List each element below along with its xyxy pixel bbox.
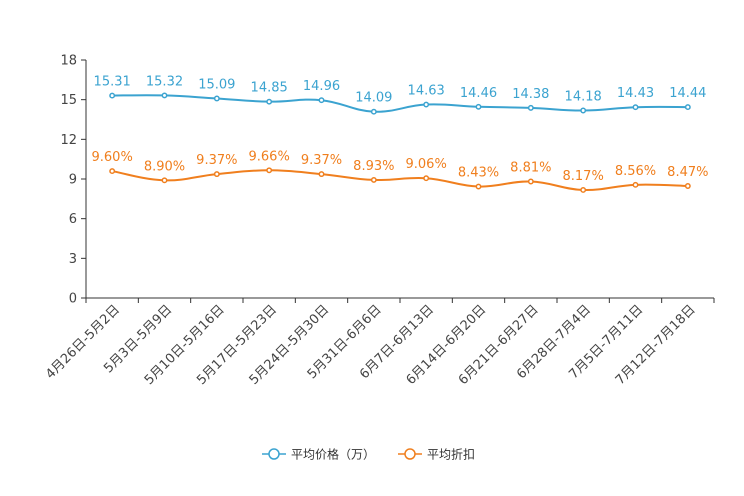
data-label: 14.44 [669, 86, 706, 101]
legend-item[interactable]: 平均价格（万） [262, 447, 375, 462]
data-label: 8.56% [615, 164, 656, 179]
data-point [266, 98, 273, 105]
data-point [632, 104, 639, 111]
data-label: 9.60% [92, 150, 133, 165]
data-label: 14.09 [355, 91, 392, 106]
data-point [632, 181, 639, 188]
legend-label: 平均折扣 [427, 447, 475, 462]
y-tick-label: 18 [60, 54, 77, 69]
data-label: 9.66% [249, 149, 290, 164]
series-layer: 15.31 15.32 15.09 14.85 14.96 14.09 14.63 14.46… [92, 74, 708, 193]
series-line [112, 94, 688, 113]
y-tick-label: 0 [69, 292, 77, 307]
data-label: 14.43 [617, 86, 654, 101]
series-1: 9.60% 8.90% 9.37% 9.66% 9.37% 8.93% 9.06% 8.43%… [92, 149, 708, 193]
data-point [109, 168, 116, 175]
data-label: 14.18 [565, 90, 602, 105]
data-label: 8.17% [563, 169, 604, 184]
data-point [161, 92, 168, 99]
data-label: 15.09 [198, 77, 235, 92]
data-point [475, 103, 482, 110]
data-point [370, 108, 377, 115]
data-point [684, 183, 691, 189]
data-label: 15.32 [146, 74, 183, 89]
y-axis: 0 3 6 9 12 15 18 [60, 54, 87, 307]
data-point [580, 107, 587, 114]
y-tick-label: 15 [60, 93, 77, 108]
data-point [580, 187, 587, 193]
legend: 平均价格（万） 平均折扣 [262, 447, 475, 462]
data-point [475, 183, 482, 190]
legend-marker-icon [404, 448, 416, 460]
y-tick-label: 12 [60, 133, 77, 148]
legend-item[interactable]: 平均折扣 [398, 447, 475, 462]
y-tick-label: 6 [69, 212, 77, 227]
data-label: 8.47% [667, 165, 708, 180]
data-label: 14.38 [512, 87, 549, 102]
series-line [111, 169, 688, 191]
data-label: 14.96 [303, 79, 340, 94]
legend-marker-icon [268, 448, 280, 460]
data-label: 14.46 [460, 86, 497, 101]
data-point [527, 104, 534, 111]
data-point [266, 167, 273, 174]
data-point [213, 95, 220, 102]
y-tick-label: 3 [69, 252, 77, 267]
data-label: 9.37% [196, 153, 237, 168]
y-tick-label: 9 [69, 173, 77, 188]
data-point [423, 175, 430, 182]
data-point [370, 176, 377, 183]
data-point [684, 104, 691, 111]
data-label: 14.85 [251, 81, 288, 96]
data-label: 8.93% [353, 159, 394, 174]
data-label: 8.81% [510, 161, 551, 176]
data-label: 8.90% [144, 159, 185, 174]
data-point [161, 177, 168, 184]
series-0: 15.31 15.32 15.09 14.85 14.96 14.09 14.63 14.46… [94, 74, 706, 115]
data-point [318, 171, 325, 178]
data-point [213, 171, 220, 178]
data-point [318, 97, 325, 104]
legend-label: 平均价格（万） [291, 447, 375, 462]
data-point [527, 178, 534, 185]
data-point [109, 92, 116, 99]
data-label: 15.31 [94, 75, 131, 90]
x-axis: 4月26日-5月2日5月3日-5月9日5月10日-5月16日5月17日-5月23… [43, 297, 715, 388]
data-label: 9.06% [406, 157, 447, 172]
data-label: 8.43% [458, 166, 499, 181]
data-point [423, 101, 430, 108]
data-label: 14.63 [408, 84, 445, 99]
data-label: 9.37% [301, 153, 342, 168]
